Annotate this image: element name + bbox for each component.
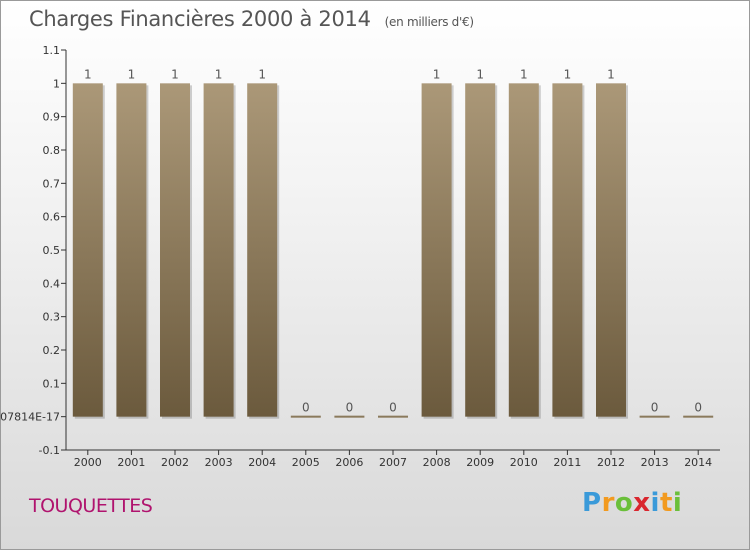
x-tick-label: 2000 (74, 456, 102, 469)
x-tick-label: 2012 (597, 456, 625, 469)
bar (203, 83, 234, 417)
logo-letter: x (633, 488, 651, 518)
x-tick-label: 2002 (161, 456, 189, 469)
bar (596, 83, 626, 417)
y-tick-label: 0.3 (43, 311, 61, 324)
bar (683, 415, 714, 418)
x-tick-label: 2005 (292, 456, 320, 469)
y-tick-label: 0.5 (43, 244, 61, 257)
x-tick-label: 2007 (379, 456, 407, 469)
data-label: 1 (520, 67, 528, 81)
y-tick-label: 0.1 (43, 377, 61, 390)
data-label: 0 (346, 401, 354, 415)
x-tick-label: 2001 (117, 456, 145, 469)
data-label: 1 (564, 67, 572, 81)
y-tick-label: 0.6 (43, 211, 61, 224)
chart-title: Charges Financières 2000 à 2014 (en milli… (29, 7, 474, 31)
logo-letter: P (582, 488, 602, 518)
chart-unit: (en milliers d'€) (384, 15, 474, 29)
data-label: 1 (607, 67, 615, 81)
data-label: 1 (258, 67, 266, 81)
x-tick-label: 2010 (510, 456, 538, 469)
bar (116, 83, 147, 417)
y-tick-label: 1.3877787807814E-17 (0, 411, 60, 424)
y-tick-label: -0.1 (39, 444, 60, 457)
x-tick-label: 2003 (205, 456, 233, 469)
logo-letter: o (614, 488, 634, 518)
bar (290, 415, 321, 418)
y-tick-label: 1 (53, 77, 60, 90)
data-label: 0 (651, 401, 659, 415)
proxiti-logo[interactable]: Proxiti (582, 488, 682, 518)
x-tick-label: 2006 (335, 456, 363, 469)
bar (160, 83, 190, 417)
y-tick-label: 1.1 (43, 44, 61, 57)
data-label: 1 (215, 67, 223, 81)
data-label: 0 (302, 401, 310, 415)
y-tick-label: 0.2 (43, 344, 61, 357)
data-label: 0 (694, 401, 702, 415)
y-tick-label: 0.9 (43, 111, 61, 124)
x-tick-label: 2009 (466, 456, 494, 469)
data-label: 1 (476, 67, 484, 81)
data-label: 1 (171, 67, 179, 81)
data-label: 0 (389, 401, 397, 415)
y-tick-label: 0.8 (43, 144, 61, 157)
bar (552, 83, 583, 417)
bar (421, 83, 452, 417)
x-tick-label: 2008 (423, 456, 451, 469)
data-label: 1 (433, 67, 441, 81)
logo-letter: r (601, 488, 615, 518)
bar (334, 415, 365, 418)
bar (72, 83, 103, 417)
x-tick-label: 2013 (641, 456, 669, 469)
y-tick-label: 0.7 (43, 177, 61, 190)
bar (247, 83, 278, 417)
x-tick-label: 2014 (684, 456, 712, 469)
y-tick-label: 0.4 (43, 277, 61, 290)
data-label: 1 (128, 67, 136, 81)
commune-name: TOUQUETTES (29, 495, 153, 517)
logo-letter: i (672, 488, 683, 518)
logo-letter: t (659, 488, 673, 518)
x-tick-label: 2004 (248, 456, 276, 469)
bar (639, 415, 670, 418)
bar (465, 83, 496, 417)
logo-letter: i (650, 488, 660, 518)
bar (508, 83, 539, 417)
chart-title-text: Charges Financières 2000 à 2014 (29, 7, 371, 31)
bar (378, 415, 408, 418)
data-label: 1 (84, 67, 92, 81)
x-tick-label: 2011 (553, 456, 581, 469)
